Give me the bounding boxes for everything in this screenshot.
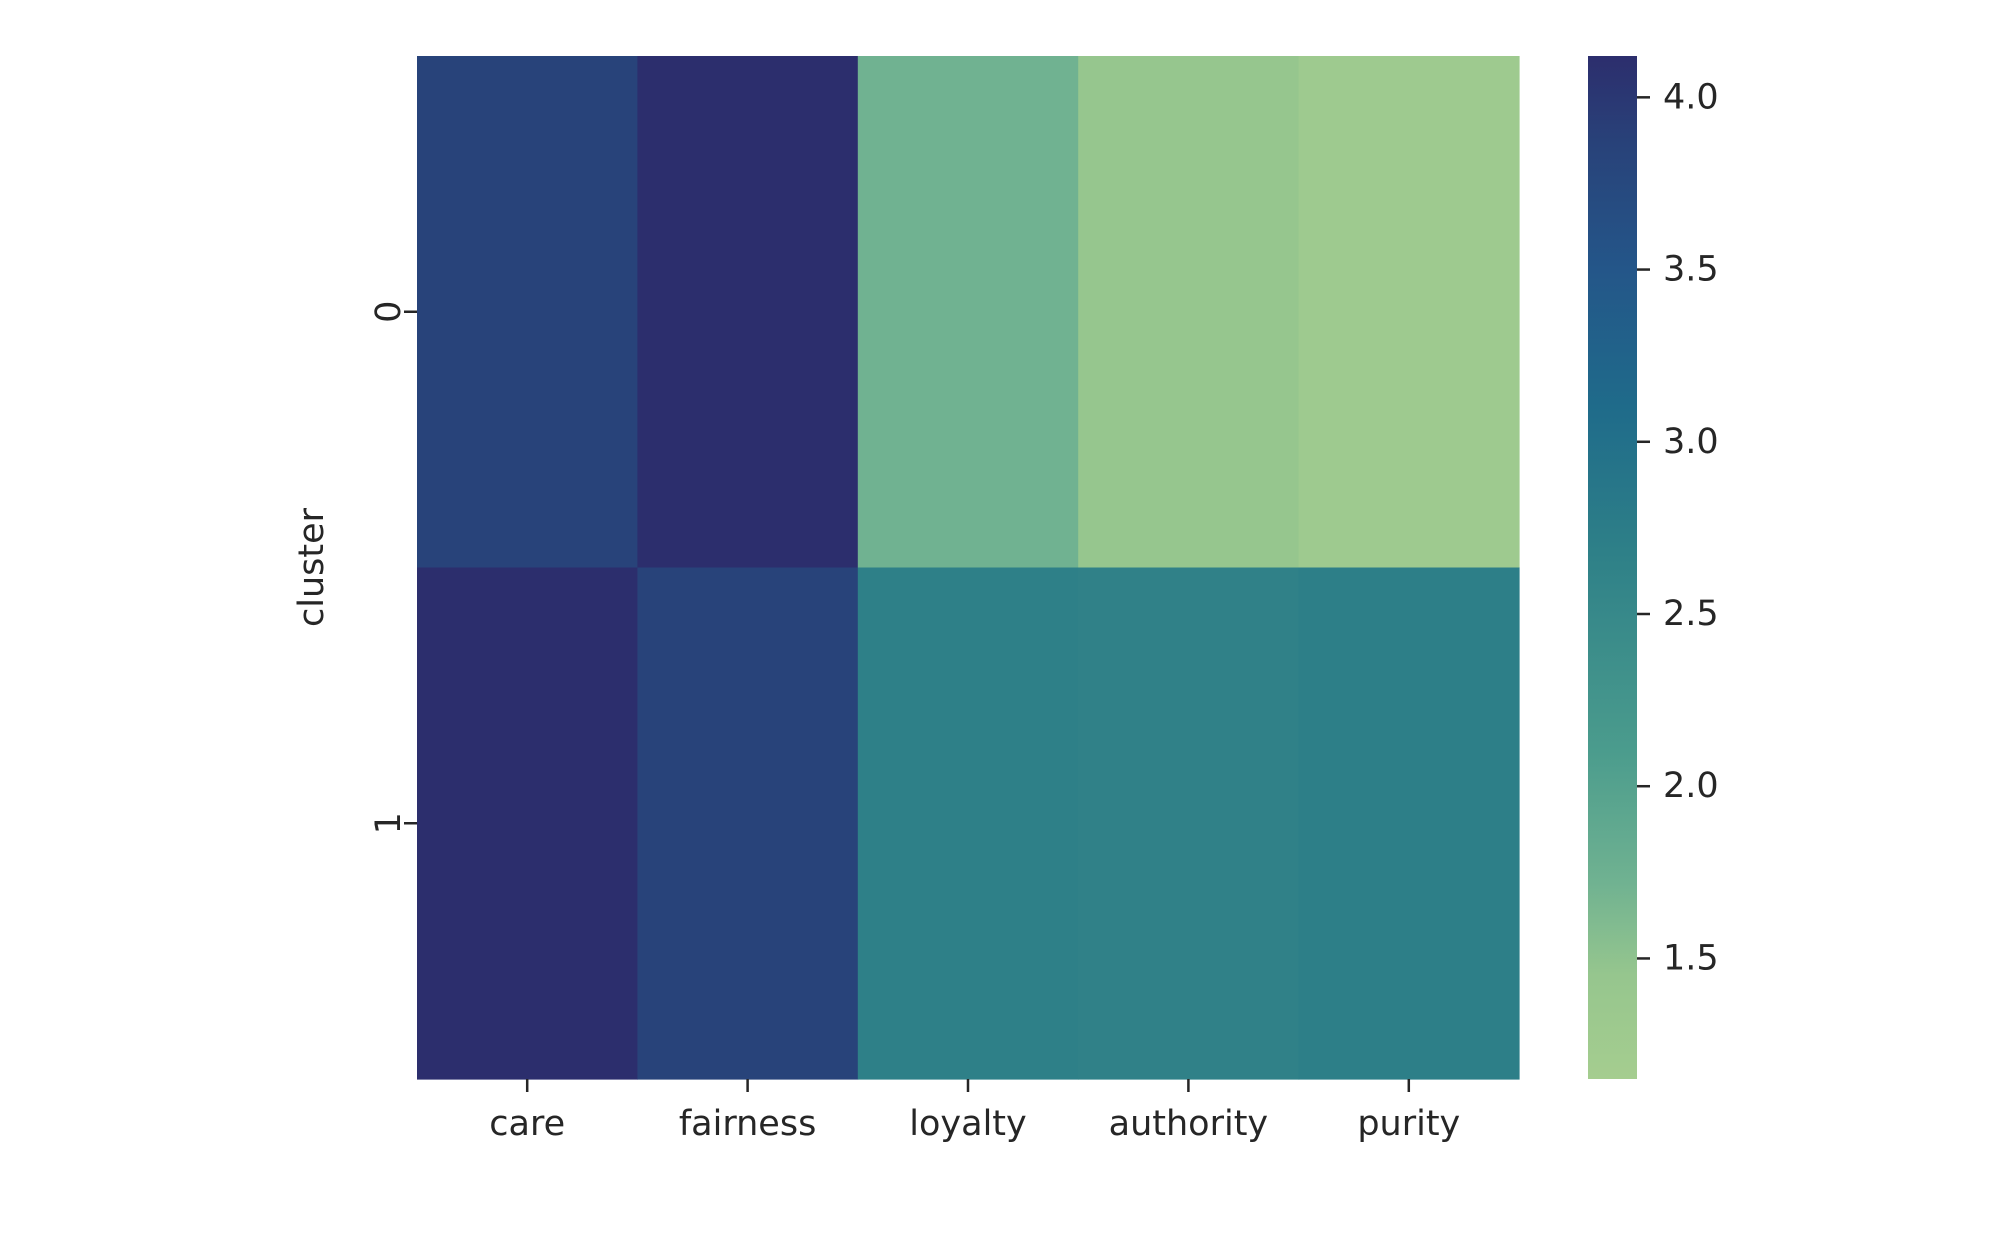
x-tick-label: fairness: [679, 1104, 816, 1144]
x-tick-label: authority: [1109, 1104, 1269, 1144]
colorbar-tick-label: 2.0: [1663, 766, 1719, 806]
heatmap-cell-0-care: [417, 56, 638, 569]
heatmap-cell-0-fairness: [637, 56, 859, 569]
y-axis-label: cluster: [292, 507, 332, 627]
x-axis: care fairness loyalty authority purity: [489, 1079, 1460, 1144]
heatmap-cell-1-purity: [1298, 567, 1520, 1080]
colorbar-tick-label: 3.0: [1663, 422, 1719, 462]
heatmap-cell-0-loyalty: [857, 56, 1079, 569]
colorbar-tick-label: 2.5: [1663, 594, 1719, 634]
colorbar-gradient: [1588, 56, 1637, 1079]
heatmap-cell-1-fairness: [637, 567, 859, 1080]
heatmap-cell-1-care: [417, 567, 638, 1080]
colorbar-tick-label: 3.5: [1663, 250, 1719, 290]
x-tick-label: care: [489, 1104, 565, 1144]
y-tick-label: 1: [369, 812, 409, 834]
heatmap-cell-0-purity: [1298, 56, 1520, 569]
colorbar-tick-label: 1.5: [1663, 938, 1719, 978]
heatmap-cells: [417, 56, 1520, 1080]
y-tick-label: 0: [369, 301, 409, 323]
x-tick-label: loyalty: [909, 1104, 1026, 1144]
colorbar-tick-label: 4.0: [1663, 77, 1719, 117]
heatmap-cell-0-authority: [1078, 56, 1300, 569]
colorbar: 1.5 2.0 2.5 3.0 3.5 4.0: [1588, 56, 1719, 1079]
heatmap-cell-1-authority: [1078, 567, 1300, 1080]
y-axis: 01: [369, 301, 417, 834]
x-tick-label: purity: [1357, 1104, 1460, 1144]
heatmap-cell-1-loyalty: [857, 567, 1079, 1080]
